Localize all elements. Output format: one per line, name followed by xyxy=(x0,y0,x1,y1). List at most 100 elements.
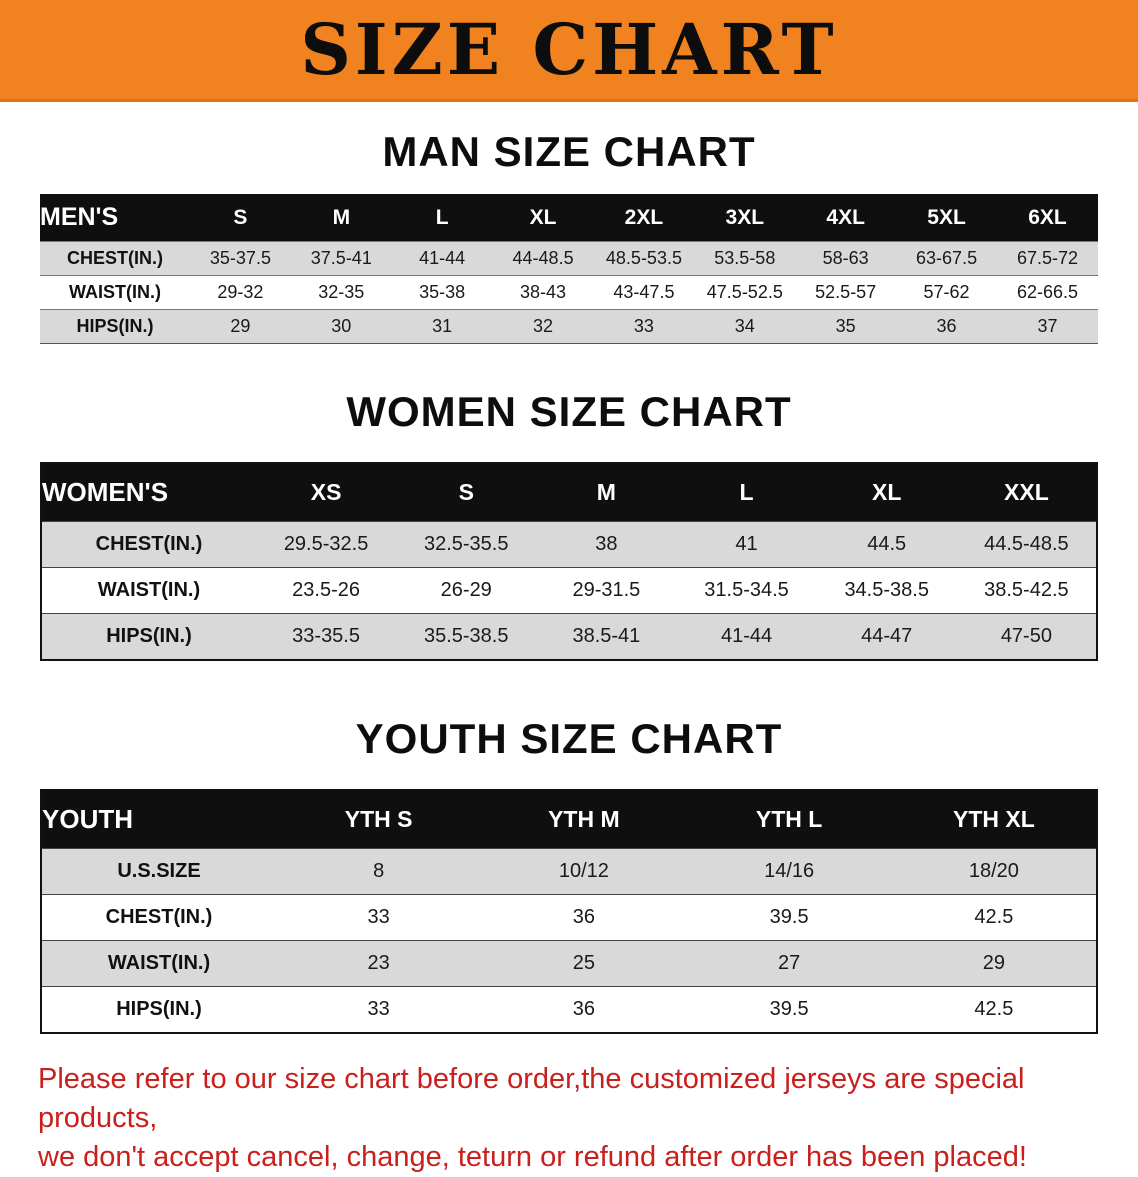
size-column-header: M xyxy=(332,205,351,229)
size-value-cell: 35 xyxy=(795,309,897,344)
size-value-cell: 35.5-38.5 xyxy=(396,613,537,660)
banner-title: SIZE CHART xyxy=(300,7,838,91)
size-value-cell: 32.5-35.5 xyxy=(396,521,537,568)
size-value-cell: 39.5 xyxy=(686,986,892,1033)
size-value-cell: 63-67.5 xyxy=(896,241,997,276)
size-column-header: 2XL xyxy=(624,205,664,229)
size-column-header: XL xyxy=(529,205,557,229)
size-value-cell: 29-31.5 xyxy=(536,567,677,614)
size-column-header: L xyxy=(739,479,754,505)
table-row: HIPS(IN.) 33 36 39.5 42.5 xyxy=(41,986,1097,1033)
order-policy-note: Please refer to our size chart before or… xyxy=(38,1060,1138,1177)
size-value-cell: 23.5-26 xyxy=(256,567,397,614)
size-value-cell: 37 xyxy=(997,309,1098,344)
size-value-cell: 10/12 xyxy=(481,848,687,895)
size-value-cell: 57-62 xyxy=(896,275,997,310)
size-value-cell: 25 xyxy=(481,940,687,987)
size-value-cell: 38.5-42.5 xyxy=(956,567,1097,614)
size-column-header: S xyxy=(458,479,474,505)
size-value-cell: 36 xyxy=(481,894,687,941)
women-size-section: WOMEN SIZE CHART WOMEN'S XS S M L XL XXL CHEST(… xyxy=(0,344,1138,661)
size-value-cell: 44.5 xyxy=(816,521,957,568)
size-value-cell: 53.5-58 xyxy=(694,241,796,276)
size-value-cell: 44-48.5 xyxy=(492,241,594,276)
size-column-header: XL xyxy=(872,479,902,505)
size-column-header: 3XL xyxy=(725,205,765,229)
size-value-cell: 29-32 xyxy=(190,275,291,310)
table-row: HIPS(IN.) 33-35.5 35.5-38.5 38.5-41 41-44 44-… xyxy=(41,613,1097,660)
youth-section-heading: YOUTH SIZE CHART xyxy=(355,715,783,762)
size-value-cell: 36 xyxy=(481,986,687,1033)
table-header-row: WOMEN'S XS S M L XL XXL xyxy=(41,463,1097,522)
size-value-cell: 58-63 xyxy=(795,241,897,276)
size-value-cell: 29.5-32.5 xyxy=(256,521,397,568)
size-value-cell: 31.5-34.5 xyxy=(676,567,817,614)
size-value-cell: 42.5 xyxy=(891,894,1097,941)
size-column-header: XS xyxy=(310,479,342,505)
women-section-heading: WOMEN SIZE CHART xyxy=(346,388,792,435)
men-size-table: MEN'S S M L XL 2XL 3XL 4XL 5XL 6XL CHEST(IN.) 35-37… xyxy=(40,194,1098,344)
youth-size-table: YOUTH YTH S YTH M YTH L YTH XL U.S.SIZE 8 10/12… xyxy=(40,789,1098,1034)
size-value-cell: 34 xyxy=(694,309,796,344)
size-value-cell: 37.5-41 xyxy=(290,241,392,276)
size-value-cell: 30 xyxy=(290,309,392,344)
measurement-row-label: WAIST(IN.) xyxy=(40,275,190,310)
size-value-cell: 41-44 xyxy=(676,613,817,660)
women-size-table: WOMEN'S XS S M L XL XXL CHEST(IN.) 29.5-32.5 32.5… xyxy=(40,462,1098,661)
size-value-cell: 33-35.5 xyxy=(256,613,397,660)
men-section-heading: MAN SIZE CHART xyxy=(382,128,756,175)
size-value-cell: 62-66.5 xyxy=(997,275,1098,310)
size-value-cell: 67.5-72 xyxy=(997,241,1098,276)
size-chart-banner: SIZE CHART xyxy=(0,0,1138,102)
size-value-cell: 38 xyxy=(536,521,677,568)
size-value-cell: 38.5-41 xyxy=(536,613,677,660)
measurement-row-label: U.S.SIZE xyxy=(41,848,276,895)
size-value-cell: 48.5-53.5 xyxy=(593,241,695,276)
size-column-header: L xyxy=(435,205,449,229)
table-header-row: MEN'S S M L XL 2XL 3XL 4XL 5XL 6XL xyxy=(40,194,1098,242)
size-column-header: 4XL xyxy=(826,205,865,229)
size-column-header: XXL xyxy=(1004,479,1049,505)
size-value-cell: 27 xyxy=(686,940,892,987)
men-size-section: MAN SIZE CHART MEN'S S M L XL 2XL 3XL 4XL 5XL 6XL… xyxy=(0,102,1138,344)
size-column-header: 6XL xyxy=(1028,205,1067,229)
size-value-cell: 8 xyxy=(276,848,482,895)
size-value-cell: 29 xyxy=(891,940,1097,987)
size-value-cell: 32-35 xyxy=(290,275,392,310)
order-policy-line-1: Please refer to our size chart before or… xyxy=(38,1063,1025,1135)
size-value-cell: 14/16 xyxy=(686,848,892,895)
size-value-cell: 43-47.5 xyxy=(593,275,695,310)
size-value-cell: 39.5 xyxy=(686,894,892,941)
table-row: HIPS(IN.) 29 30 31 32 33 34 35 36 37 xyxy=(40,309,1098,344)
table-group-label: MEN'S xyxy=(40,203,119,231)
size-value-cell: 33 xyxy=(276,986,482,1033)
size-value-cell: 41-44 xyxy=(391,241,493,276)
youth-size-section: YOUTH SIZE CHART YOUTH YTH S YTH M YTH L YTH… xyxy=(0,661,1138,1034)
size-column-header: 5XL xyxy=(927,205,966,229)
size-value-cell: 18/20 xyxy=(891,848,1097,895)
size-value-cell: 32 xyxy=(492,309,594,344)
size-value-cell: 44.5-48.5 xyxy=(956,521,1097,568)
order-policy-line-2: we don't accept cancel, change, teturn o… xyxy=(38,1141,1027,1174)
size-column-header: YTH XL xyxy=(952,806,1035,832)
size-column-header: M xyxy=(596,479,616,505)
size-value-cell: 29 xyxy=(190,309,291,344)
size-value-cell: 34.5-38.5 xyxy=(816,567,957,614)
size-column-header: S xyxy=(233,205,248,229)
measurement-row-label: HIPS(IN.) xyxy=(41,613,256,660)
measurement-row-label: WAIST(IN.) xyxy=(41,940,276,987)
size-value-cell: 47-50 xyxy=(956,613,1097,660)
table-header-row: YOUTH YTH S YTH M YTH L YTH XL xyxy=(41,790,1097,849)
size-value-cell: 52.5-57 xyxy=(795,275,897,310)
table-row: WAIST(IN.) 23.5-26 26-29 29-31.5 31.5-34.5 34… xyxy=(41,567,1097,614)
size-value-cell: 42.5 xyxy=(891,986,1097,1033)
size-value-cell: 44-47 xyxy=(816,613,957,660)
table-row: U.S.SIZE 8 10/12 14/16 18/20 xyxy=(41,848,1097,895)
measurement-row-label: CHEST(IN.) xyxy=(40,241,190,276)
size-value-cell: 36 xyxy=(896,309,997,344)
size-column-header: YTH S xyxy=(344,806,413,832)
size-value-cell: 35-37.5 xyxy=(190,241,291,276)
size-value-cell: 38-43 xyxy=(492,275,594,310)
size-column-header: YTH M xyxy=(548,806,620,832)
size-column-header: YTH L xyxy=(755,806,823,832)
